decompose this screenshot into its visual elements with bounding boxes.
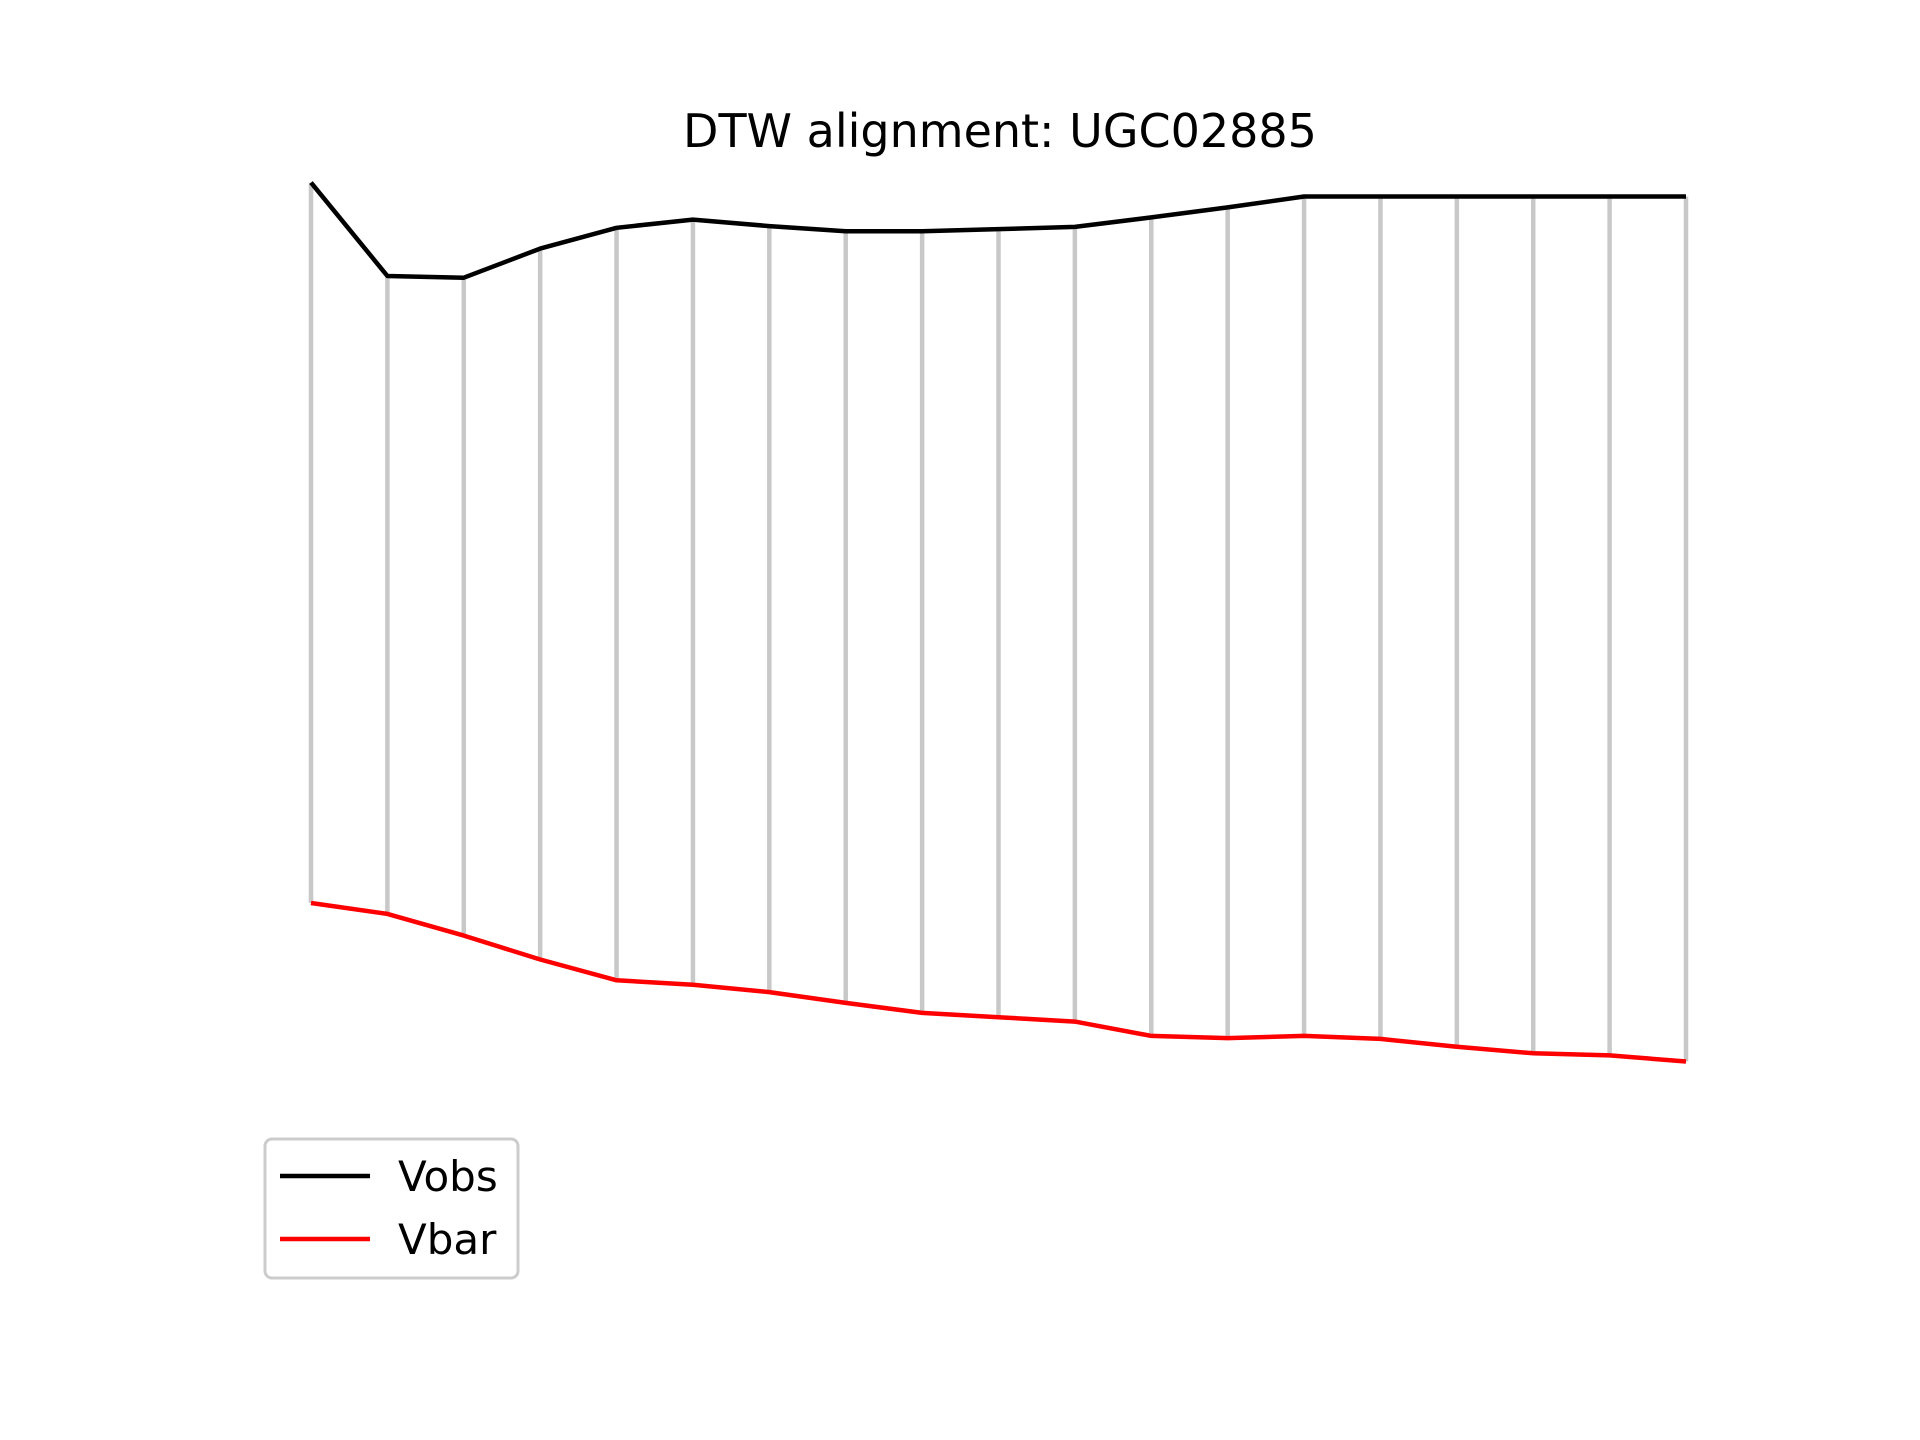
series-line-vobs (309, 181, 1686, 280)
legend: Vobs Vbar (263, 1137, 520, 1280)
legend-label-vobs: Vobs (398, 1152, 498, 1201)
series-lines (309, 181, 1687, 1064)
alignment-lines (308, 182, 1689, 1062)
chart-title: DTW alignment: UGC02885 (683, 104, 1317, 158)
legend-label-vbar: Vbar (398, 1215, 497, 1264)
series-line-vbar (310, 900, 1687, 1064)
